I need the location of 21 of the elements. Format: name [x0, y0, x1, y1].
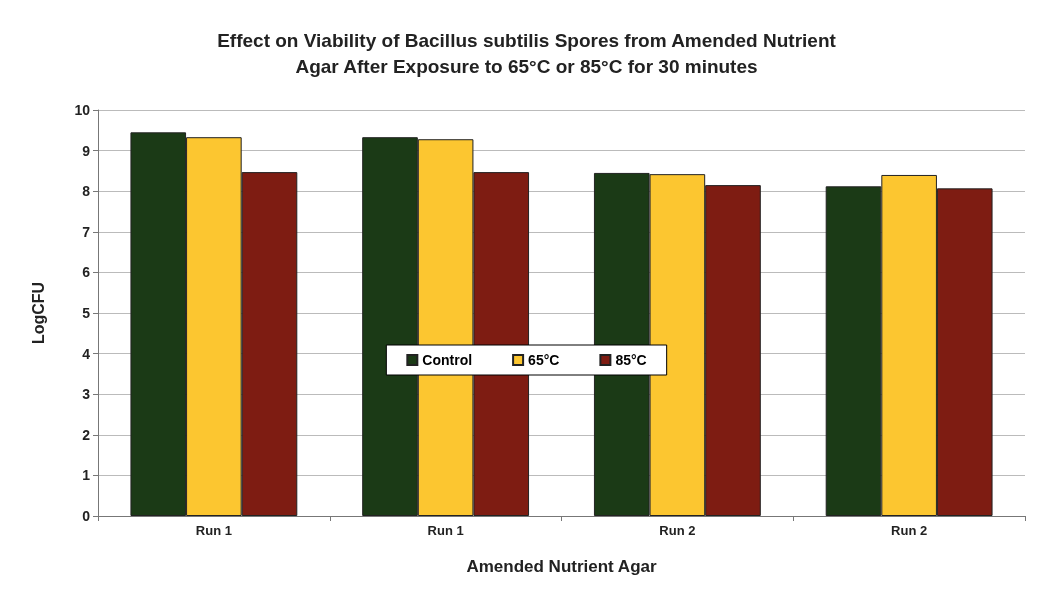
- y-tick-label: 5: [82, 305, 91, 321]
- legend-label: 85°C: [615, 352, 647, 368]
- y-tick-label: 0: [82, 508, 91, 524]
- y-tick-label: 3: [82, 386, 91, 403]
- legend-label: 65°C: [528, 352, 560, 368]
- y-tick-label: 10: [74, 102, 91, 118]
- y-tick-label: 2: [82, 426, 91, 443]
- x-tick-label: Run 2: [891, 523, 928, 538]
- y-tick-label: 6: [82, 264, 91, 281]
- x-axis-title: Amended Nutrient Agar: [466, 557, 657, 576]
- y-tick-label: 8: [82, 183, 91, 200]
- legend-label: Control: [422, 352, 473, 368]
- y-tick-label: 4: [82, 345, 91, 362]
- y-tick-label: 1: [82, 467, 91, 484]
- y-tick-label: 7: [82, 223, 91, 240]
- x-tick-label: Run 2: [659, 523, 696, 538]
- y-axis-title: LogCFU: [29, 281, 47, 345]
- x-tick-label: Run 1: [195, 523, 232, 538]
- y-tick-label: 9: [82, 142, 91, 159]
- x-tick-label: Run 1: [427, 523, 464, 538]
- chart-title: Effect on Viability of Bacillus subtilis Spores from Amended Nutrient Agar After Exposure to 65°C or 85°C for 30 minutes: [217, 29, 837, 77]
